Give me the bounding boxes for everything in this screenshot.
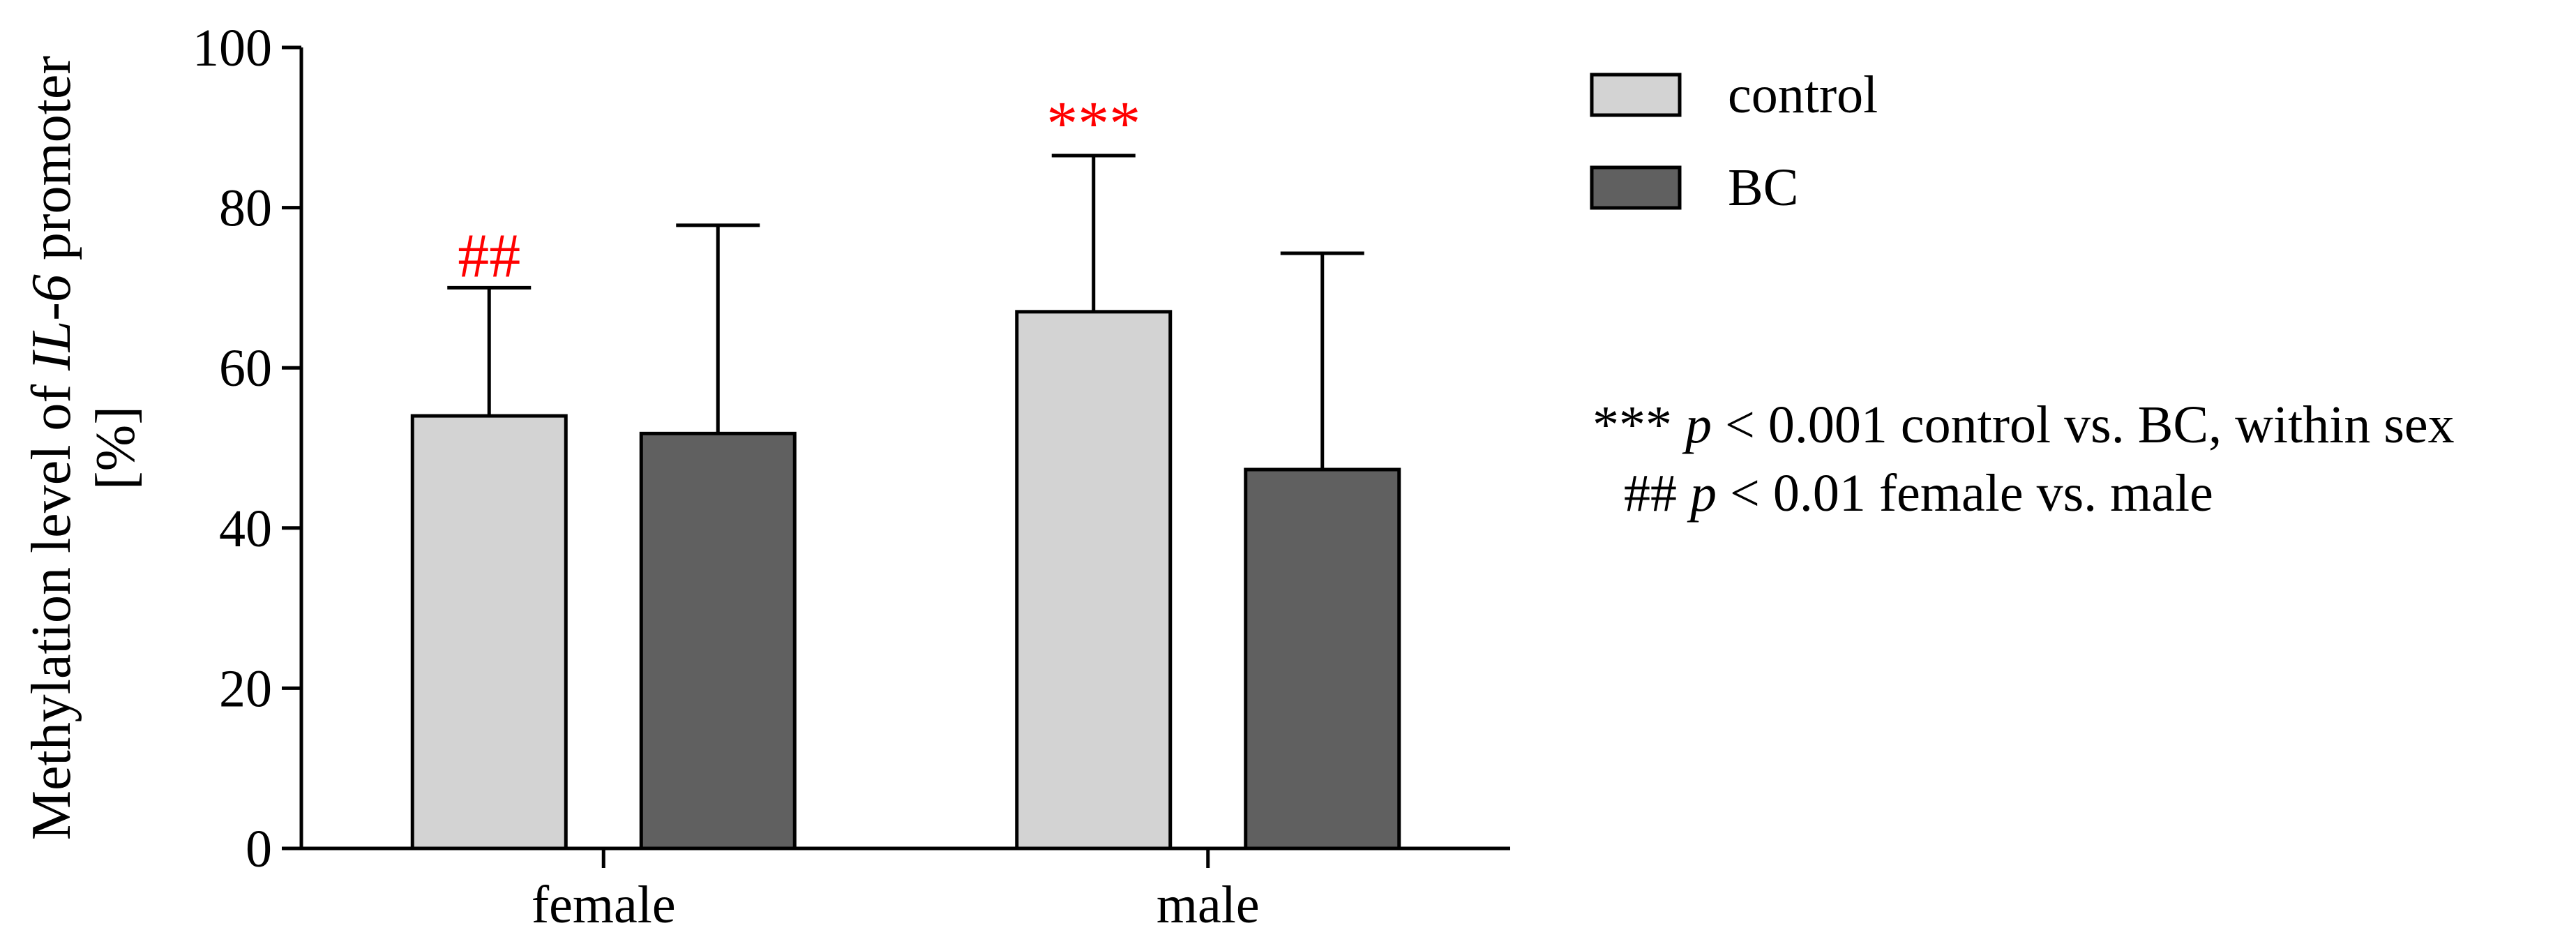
significance-marker: ## bbox=[458, 221, 520, 290]
legend-swatch-BC bbox=[1590, 165, 1682, 210]
y-axis-label-line2: [%] bbox=[85, 406, 146, 490]
y-tick-label: 60 bbox=[219, 339, 272, 398]
y-tick-label: 40 bbox=[219, 500, 272, 558]
y-axis-label-line1: Methylation level of IL-6 promoter bbox=[21, 56, 82, 840]
bar-control-male bbox=[1015, 310, 1173, 851]
x-tick-label: female bbox=[532, 876, 676, 934]
bar-BC-male bbox=[1244, 467, 1401, 851]
bar-control-female bbox=[410, 414, 568, 851]
y-tick-label: 0 bbox=[246, 820, 272, 878]
y-axis: 0 20 40 60 80 100 bbox=[193, 19, 303, 878]
note-line: *** p < 0.001 control vs. BC, within sex bbox=[1592, 396, 2455, 454]
legend-swatch-control bbox=[1590, 73, 1682, 117]
y-tick-label: 20 bbox=[219, 659, 272, 718]
x-axis: female male bbox=[301, 846, 1510, 934]
bars: ## *** bbox=[410, 89, 1401, 851]
legend-label-control: control bbox=[1728, 66, 1878, 124]
legend-label-BC: BC bbox=[1728, 158, 1798, 217]
note-line: ## p < 0.01 female vs. male bbox=[1624, 464, 2213, 523]
x-tick-label: male bbox=[1157, 876, 1260, 934]
legend: control BC bbox=[1590, 66, 1878, 217]
significance-marker: *** bbox=[1046, 89, 1140, 158]
y-tick-label: 80 bbox=[219, 179, 272, 238]
bar-BC-female bbox=[639, 431, 797, 851]
significance-notes: *** p < 0.001 control vs. BC, within sex… bbox=[1592, 396, 2455, 523]
y-tick-label: 100 bbox=[193, 19, 272, 77]
y-axis-label: Methylation level of IL-6 promoter[%] bbox=[21, 56, 146, 840]
